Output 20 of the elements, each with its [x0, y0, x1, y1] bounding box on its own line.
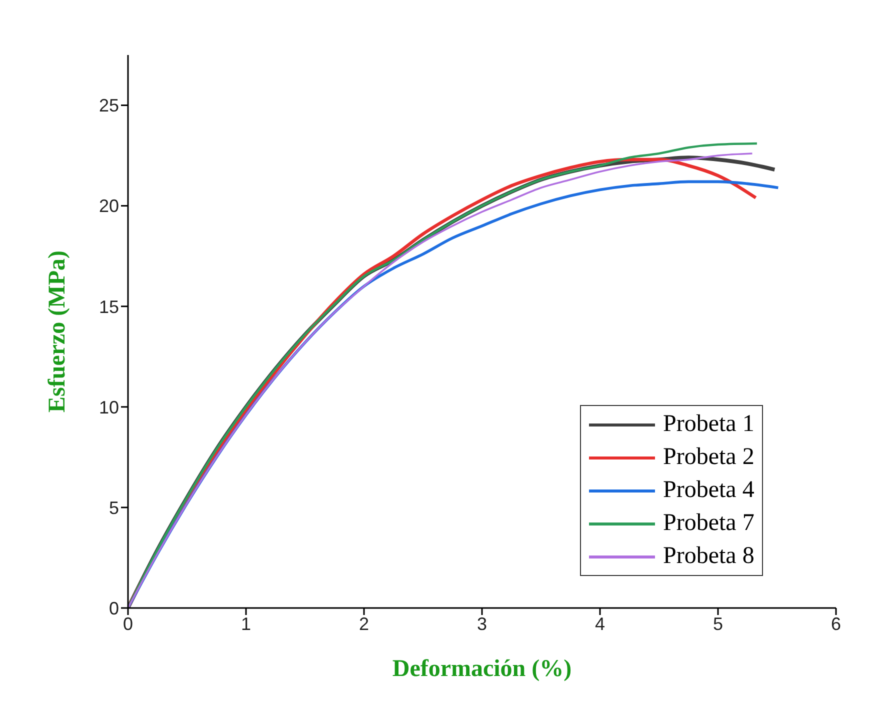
x-tick-label: 5 — [712, 614, 724, 634]
x-tick-label: 2 — [358, 614, 370, 634]
y-axis-title: Esfuerzo (MPa) — [44, 250, 71, 412]
x-tick-label: 3 — [476, 614, 488, 634]
legend-label: Probeta 8 — [663, 542, 754, 571]
y-tick-label: 25 — [98, 96, 119, 116]
y-tick-label: 5 — [108, 498, 119, 518]
x-tick-label: 4 — [594, 614, 606, 634]
legend-label: Probeta 2 — [663, 443, 754, 472]
y-tick-label: 20 — [98, 196, 119, 216]
x-tick-label: 0 — [122, 614, 134, 634]
legend-label: Probeta 4 — [663, 476, 754, 505]
y-tick-label: 0 — [108, 598, 119, 618]
legend-label: Probeta 1 — [663, 410, 754, 439]
x-axis-title: Deformación (%) — [392, 656, 572, 682]
x-tick-label: 6 — [830, 614, 842, 634]
legend-label: Probeta 7 — [663, 509, 754, 538]
y-tick-label: 15 — [98, 296, 119, 317]
x-tick-label: 1 — [240, 614, 252, 634]
y-tick-label: 10 — [98, 397, 119, 418]
